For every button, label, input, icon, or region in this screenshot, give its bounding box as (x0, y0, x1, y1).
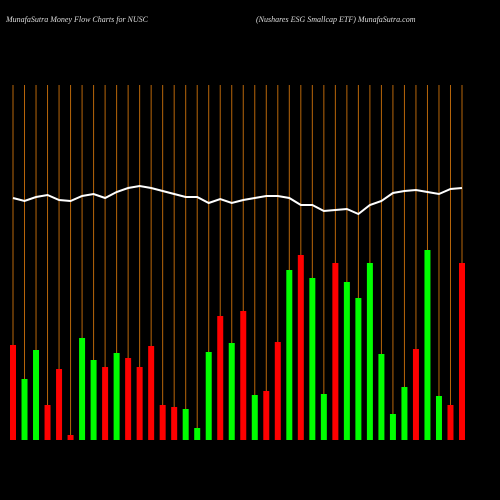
bar (286, 270, 293, 440)
bar (435, 396, 442, 440)
bar (56, 369, 63, 440)
bar (194, 428, 201, 440)
bar (240, 311, 247, 440)
bar (459, 263, 465, 440)
bar (424, 250, 431, 440)
bar (274, 342, 281, 440)
bar (90, 360, 97, 440)
bar (401, 387, 408, 440)
bar (309, 278, 316, 440)
bar (10, 345, 16, 440)
bar (79, 338, 86, 440)
bar (182, 409, 189, 440)
bar (148, 346, 155, 440)
line (12, 184, 463, 216)
bar (251, 395, 258, 440)
bar (389, 414, 396, 440)
bar (33, 350, 40, 440)
bar (366, 263, 373, 440)
bar (21, 379, 28, 440)
bar (412, 349, 419, 440)
bar (263, 391, 270, 440)
bar (125, 358, 132, 440)
bar (332, 263, 339, 440)
bar (102, 367, 109, 440)
bar (355, 298, 362, 440)
bar (205, 352, 212, 440)
bar (378, 354, 385, 440)
bar (217, 316, 224, 440)
bar (228, 343, 235, 440)
bar (113, 353, 120, 440)
bar (343, 282, 350, 440)
bar (44, 405, 51, 440)
bar (447, 405, 454, 440)
chart-subtitle: (Nushares ESG Smallcap ETF) MunafaSutra.… (256, 15, 416, 24)
chart-title: MunafaSutra Money Flow Charts for NUSC (5, 15, 149, 24)
bar (67, 435, 74, 440)
bar (320, 394, 327, 440)
bar (159, 405, 166, 440)
bar (171, 407, 178, 440)
bar (297, 255, 304, 440)
bar (136, 367, 143, 440)
